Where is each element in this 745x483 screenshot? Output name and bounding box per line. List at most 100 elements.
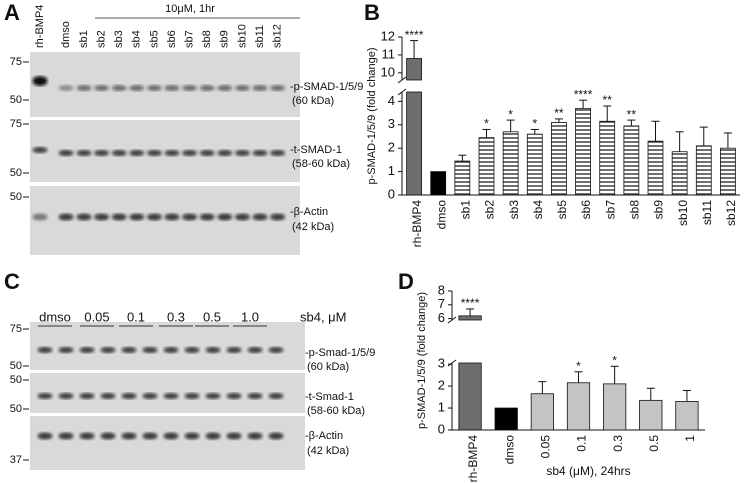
panel-label: C [4,269,20,294]
bar [526,133,543,196]
significance: **** [461,296,480,310]
blot-band [270,85,286,91]
y-tick-label: 11 [382,46,396,61]
blot-band [268,393,284,399]
mw-marker: 50 [10,374,22,386]
y-tick-label: 0 [438,421,445,436]
lane-label: dmso [39,309,71,324]
y-axis-label: p-SMAD-1/5/9 (fold change) [416,292,428,429]
mw-marker: 50 [10,360,22,372]
mw-marker: 75 [10,56,22,68]
bar [675,401,699,431]
bar [603,383,627,431]
bar [430,171,447,196]
y-tick-label: 1 [438,399,445,414]
bar [458,362,482,431]
blot-band [146,150,162,156]
y-tick-label: 3 [438,356,445,371]
blot-band [268,432,284,440]
bar [599,120,616,196]
blot-band [79,432,95,440]
blot-band [111,85,127,91]
blot-band [94,150,110,156]
panel-label: D [398,269,414,294]
significance: * [484,117,489,131]
x-tick-label: rh-BMP4 [466,435,480,483]
bar [494,407,518,431]
blot-band [182,85,198,91]
blot-band [32,147,48,153]
band-label: -β-Actin [290,206,328,218]
bar [406,91,422,196]
lane-label: 0.1 [127,309,145,324]
band-label: -p-Smad-1/5/9 [305,347,375,359]
band-size: (42 kDa) [307,445,349,457]
bar [720,147,736,196]
mw-marker: 75 [10,118,22,130]
blot-band [164,213,180,221]
blot-band [199,150,215,156]
band-size: (58-60 kDa) [307,405,365,417]
x-tick-label: 0.05 [539,435,553,459]
bar [695,145,712,196]
band-label: -β-Actin [305,430,343,442]
y-tick-label: 0 [388,186,395,201]
blot-membrane [30,322,305,370]
blot-band [100,347,116,353]
band-size: (60 kDa) [292,95,334,107]
significance: * [576,359,581,373]
blot-band [217,85,233,91]
bar [575,107,591,196]
significance: * [612,353,617,367]
x-tick-label: 0.3 [611,435,625,452]
x-tick-label: 0.1 [575,435,589,452]
x-tick-label: rh-BMP4 [410,200,424,248]
x-tick-label: 0.5 [647,435,661,452]
treatment-header: sb4, μM [300,309,347,324]
band-label: -t-SMAD-1 [290,144,342,156]
bar [671,151,688,196]
significance: **** [405,28,424,42]
blot-band [129,213,145,221]
lane-label: 0.5 [203,309,221,324]
blot-band [146,85,162,91]
blot-band [270,150,286,156]
blot-band [58,213,74,221]
x-tick-label: sb7 [603,200,617,220]
blot-membrane [30,52,300,117]
blot-membrane [30,186,300,255]
lane-label: sb6 [166,30,178,48]
blot-band [142,432,158,440]
band-size: (58-60 kDa) [292,158,350,170]
blot-band [184,432,200,440]
x-tick-label: sb9 [652,200,666,220]
lane-label: sb12 [272,24,284,48]
lane-label: rh-BMP4 [34,5,46,48]
panel-label: B [364,0,380,25]
x-tick-label: sb11 [700,200,714,225]
bar [551,122,567,196]
blot-band [76,85,92,91]
significance: ** [627,107,637,121]
bar [502,131,519,196]
x-tick-label: sb12 [724,200,738,226]
blot-band [270,213,286,221]
blot-membrane [30,373,305,413]
band-size: (42 kDa) [292,221,334,233]
blot-band [217,213,233,221]
x-tick-label: sb5 [555,200,569,220]
blot-band [164,150,180,156]
y-tick-label: 1 [388,163,395,178]
x-tick-label: sb10 [676,200,690,226]
y-tick-label: 7 [438,296,445,311]
significance: ** [603,93,613,107]
lane-label: sb1 [78,30,90,48]
blot-band [247,347,263,353]
blot-band [94,213,110,221]
blot-band [100,432,116,440]
mw-marker: 50 [10,94,22,106]
blot-band [129,85,145,91]
lane-label: dmso [60,21,72,48]
y-tick-label: 3 [388,116,395,131]
